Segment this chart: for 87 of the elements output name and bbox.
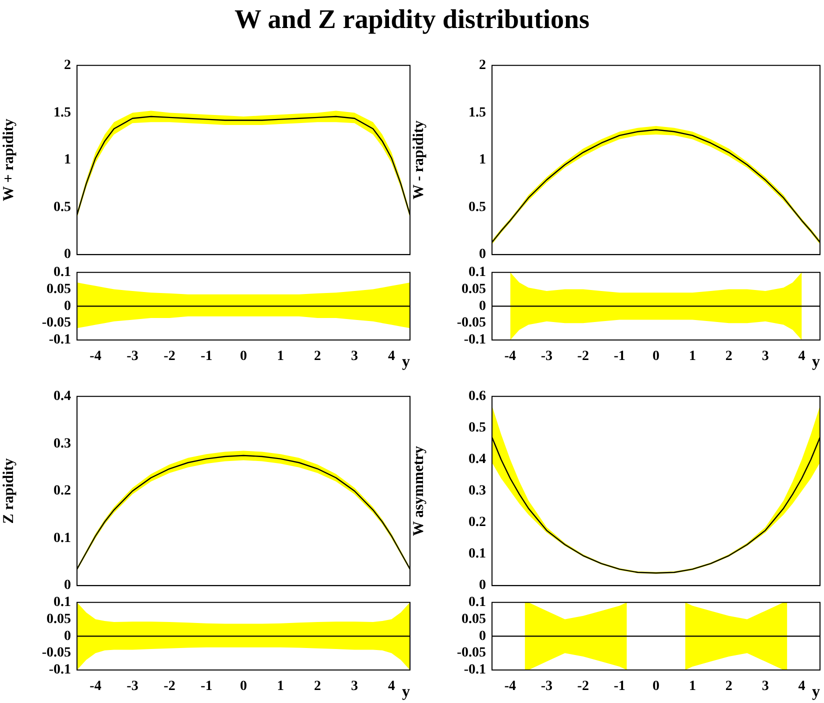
x-tick-label: 2 [314, 349, 321, 364]
y-axis-title: W asymmetry [410, 445, 427, 536]
y-tick-label: -0.1 [464, 662, 486, 678]
x-tick-label: -2 [164, 349, 176, 364]
x-tick-label: 0 [652, 679, 660, 694]
x-tick-label: 2 [725, 349, 732, 364]
y-tick-label: 0 [64, 628, 71, 644]
y-tick-label: 0.3 [54, 436, 71, 452]
y-tick-label: 0.4 [54, 389, 71, 404]
x-tick-label: 1 [277, 679, 284, 694]
y-axis-title: W + rapidity [0, 118, 17, 202]
y-tick-label: 0 [64, 247, 71, 262]
x-tick-label: 3 [762, 349, 769, 364]
x-tick-label: 1 [277, 349, 284, 364]
x-axis-title: y [402, 354, 410, 371]
y-tick-label: 0.05 [46, 282, 71, 297]
x-tick-label: -3 [540, 349, 553, 364]
x-tick-label: -2 [577, 679, 589, 694]
x-tick-label: 1 [688, 679, 696, 694]
y-tick-label: -0.05 [42, 316, 71, 331]
x-axis-title: y [812, 684, 820, 701]
x-tick-label: 0 [240, 349, 247, 364]
y-tick-label: 0.1 [468, 595, 486, 610]
y-tick-label: 0.1 [468, 546, 486, 562]
y-tick-label: 0.1 [54, 530, 71, 546]
y-tick-label: 0.1 [54, 595, 71, 610]
x-tick-label: 2 [314, 679, 321, 694]
y-tick-label: 0.05 [462, 612, 486, 627]
x-tick-label: -3 [126, 349, 138, 364]
y-tick-label: -0.1 [464, 332, 486, 348]
x-tick-label: -4 [90, 679, 102, 694]
y-tick-label: 0.1 [54, 265, 71, 280]
y-tick-label: 0 [479, 578, 486, 594]
y-tick-label: 0.5 [54, 200, 71, 215]
y-tick-label: -0.05 [456, 646, 486, 661]
y-tick-label: 2 [479, 58, 486, 74]
x-tick-label: 4 [798, 349, 806, 364]
y-tick-label: 0.5 [468, 420, 486, 436]
y-tick-label: -0.1 [48, 662, 71, 678]
y-tick-label: 0.2 [468, 515, 486, 530]
y-tick-label: 0 [479, 628, 486, 644]
x-tick-label: -1 [614, 349, 626, 364]
y-tick-label: 0.2 [54, 484, 71, 499]
x-tick-label: 2 [725, 679, 732, 694]
y-tick-label: 0.6 [468, 389, 486, 404]
y-tick-label: 0 [479, 298, 486, 314]
x-tick-label: -2 [577, 349, 589, 364]
x-tick-label: 4 [388, 679, 395, 694]
y-tick-label: 0.3 [468, 484, 486, 499]
y-tick-label: -0.05 [456, 316, 486, 331]
x-tick-label: -1 [200, 349, 212, 364]
y-tick-label: 0 [64, 578, 71, 594]
y-axis-title: Z rapidity [0, 458, 17, 524]
x-tick-label: 3 [351, 349, 358, 364]
y-tick-label: 0 [479, 247, 486, 262]
y-tick-label: 1 [64, 152, 71, 168]
y-tick-label: 1.5 [468, 105, 486, 120]
y-tick-label: 1.5 [54, 105, 71, 120]
y-tick-label: 0.05 [46, 612, 71, 627]
y-tick-label: 1 [479, 152, 486, 168]
y-tick-label: 0.5 [468, 200, 486, 215]
x-tick-label: -4 [504, 349, 516, 364]
chart-title: W and Z rapidity distributions [233, 4, 591, 35]
x-tick-label: 1 [688, 349, 696, 364]
x-tick-label: 3 [351, 679, 358, 694]
y-tick-label: 2 [64, 58, 71, 74]
x-axis-title: y [812, 354, 820, 371]
x-tick-label: -4 [504, 679, 516, 694]
x-tick-label: 3 [762, 679, 769, 694]
x-tick-label: -3 [540, 679, 553, 694]
y-tick-label: 0 [64, 298, 71, 314]
y-axis-title: W - rapidity [410, 120, 427, 200]
y-tick-label: -0.1 [48, 332, 71, 348]
y-tick-label: 0.4 [468, 452, 486, 468]
x-tick-label: -1 [200, 679, 212, 694]
x-tick-label: -4 [90, 349, 102, 364]
x-tick-label: 4 [388, 349, 395, 364]
x-tick-label: -3 [126, 679, 138, 694]
x-tick-label: 0 [240, 679, 247, 694]
x-tick-label: -2 [164, 679, 176, 694]
y-tick-label: -0.05 [42, 646, 71, 661]
y-tick-label: 0.1 [468, 265, 486, 280]
y-tick-label: 0.05 [462, 282, 486, 297]
x-tick-label: -1 [614, 679, 626, 694]
x-axis-title: y [402, 684, 410, 701]
x-tick-label: 0 [652, 349, 660, 364]
x-tick-label: 4 [798, 679, 806, 694]
